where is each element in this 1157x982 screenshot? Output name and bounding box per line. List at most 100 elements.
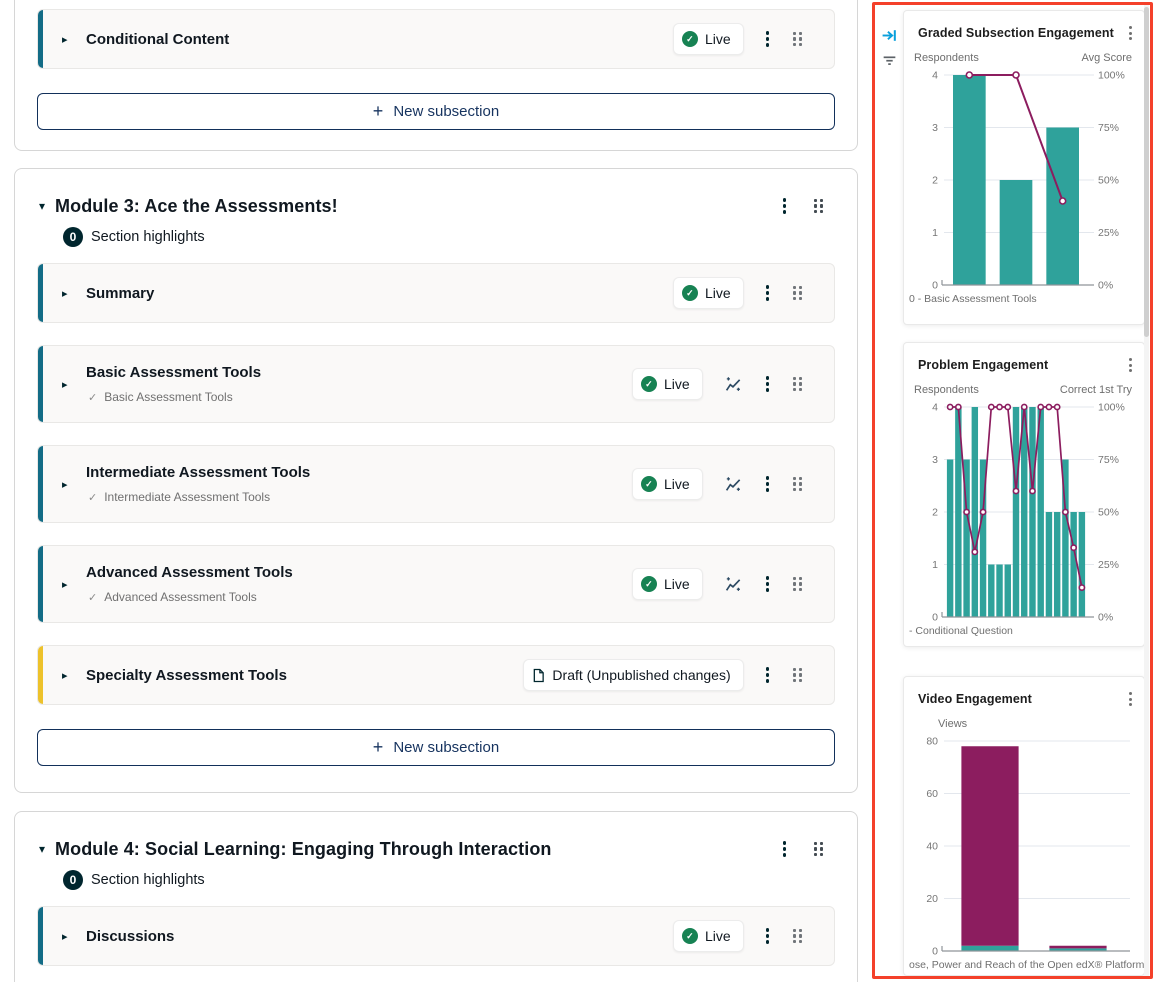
analytics-sidebar: Graded Subsection Engagement Respondents A… <box>872 2 1153 979</box>
left-tick-label: 4 <box>932 70 938 82</box>
drag-dots-icon <box>793 376 802 392</box>
right-tick-label: 50% <box>1098 175 1119 187</box>
status-accent-bar <box>38 446 43 522</box>
expand-caret-icon[interactable]: ▸ <box>62 33 78 46</box>
subsection-main: Discussions <box>86 928 174 945</box>
line-marker <box>1053 403 1061 411</box>
drag-handle[interactable] <box>791 375 804 394</box>
bar <box>971 407 979 617</box>
drag-handle[interactable] <box>791 475 804 494</box>
chart-x-label: ose, Power and Reach of the Open edX® Pl… <box>909 959 1144 971</box>
section-header: ▾ Module 4: Social Learning: Engaging Thr… <box>37 836 835 862</box>
kebab-icon <box>765 476 770 492</box>
bar <box>963 459 970 617</box>
filter-icon <box>883 56 896 65</box>
auto-graph-icon <box>725 576 740 591</box>
line-marker <box>987 403 995 411</box>
kebab-icon <box>765 376 770 392</box>
bar <box>1053 512 1061 617</box>
live-check-icon: ✓ <box>640 576 657 592</box>
section-actions <box>781 839 835 858</box>
drag-dots-icon <box>793 476 802 492</box>
new-subsection-button[interactable]: + New subsection <box>37 729 835 766</box>
drag-handle[interactable] <box>791 666 804 685</box>
bar <box>1046 127 1079 285</box>
course-outline-list: ▸ Conditional Content ✓ Live + New subsection… <box>14 0 858 982</box>
subsection-main: Specialty Assessment Tools <box>86 667 287 684</box>
left-tick-label: 3 <box>932 454 938 466</box>
kebab-menu-button[interactable] <box>764 474 771 493</box>
drag-handle[interactable] <box>812 840 825 859</box>
drag-handle[interactable] <box>791 927 804 946</box>
status-badge: ✓ Live <box>631 368 703 400</box>
left-axis-label: Views <box>938 718 968 730</box>
status-badge: ✓ Live <box>672 23 744 55</box>
subsection-analytics-button[interactable] <box>723 574 744 595</box>
chart-kebab-button[interactable] <box>1127 24 1134 42</box>
left-tick-label: 0 <box>932 280 938 292</box>
kebab-icon <box>782 198 787 214</box>
subsection-row: ▸ Intermediate Assessment Tools ✓ Intermedi… <box>37 445 835 523</box>
expand-caret-icon[interactable]: ▸ <box>62 478 78 491</box>
subsection-row: ▸ Specialty Assessment Tools Draft (Unpubl… <box>37 645 835 705</box>
panel-collapse-button[interactable] <box>881 27 898 47</box>
chart-kebab-button[interactable] <box>1127 690 1134 708</box>
kebab-menu-button[interactable] <box>764 926 771 945</box>
left-tick-label: 60 <box>926 788 938 800</box>
drag-handle[interactable] <box>791 575 804 594</box>
drag-handle[interactable] <box>791 284 804 303</box>
kebab-menu-button[interactable] <box>764 574 771 593</box>
chart-plot: 0 1 2 3 4 0% 25% 50% 75% 100% <box>932 402 1125 624</box>
line-marker <box>979 508 987 516</box>
left-tick-label: 1 <box>932 559 938 571</box>
section-header: ▾ Module 3: Ace the Assessments! <box>37 193 835 219</box>
chart-plot: 0 20 40 60 80 <box>926 736 1130 958</box>
kebab-menu-button[interactable] <box>764 374 771 393</box>
section-highlights[interactable]: 0 Section highlights <box>63 227 835 247</box>
drag-dots-icon <box>814 198 823 214</box>
axis-labels: Respondents Correct 1st Try <box>914 384 1132 397</box>
left-tick-label: 20 <box>926 893 938 905</box>
subsection-highlight: ✓ Advanced Assessment Tools <box>86 590 293 604</box>
drag-handle[interactable] <box>812 197 825 216</box>
line-marker <box>1070 544 1078 552</box>
section-title: Module 3: Ace the Assessments! <box>55 195 338 216</box>
status-badge-label: Live <box>663 376 690 392</box>
expand-caret-icon[interactable]: ▸ <box>62 287 78 300</box>
bar <box>961 746 1019 946</box>
section-highlights[interactable]: 0 Section highlights <box>63 870 835 890</box>
line-marker <box>1004 403 1012 411</box>
bar <box>1004 564 1011 617</box>
chart-line <box>946 403 1086 591</box>
expand-caret-icon[interactable]: ▸ <box>62 378 78 391</box>
subsection-analytics-button[interactable] <box>723 474 744 495</box>
section-kebab-button[interactable] <box>781 196 788 215</box>
status-badge-label: Live <box>663 476 690 492</box>
kebab-menu-button[interactable] <box>764 29 771 48</box>
highlights-label: Section highlights <box>91 872 205 888</box>
panel-scrollbar[interactable] <box>1144 5 1149 976</box>
left-axis-label: Respondents <box>914 52 979 64</box>
bar <box>1037 407 1044 617</box>
new-subsection-button[interactable]: + New subsection <box>37 93 835 130</box>
kebab-menu-button[interactable] <box>764 665 771 684</box>
panel-filter-button[interactable] <box>881 52 898 72</box>
subsection-list: ▸ Summary ✓ Live ▸ Basic Assessment Tools ✓ Bas… <box>37 263 835 705</box>
bar <box>1049 945 1107 949</box>
section-kebab-button[interactable] <box>781 839 788 858</box>
section-caret-icon[interactable]: ▾ <box>39 199 55 213</box>
subsection-actions: ✓ Live <box>672 920 804 952</box>
expand-caret-icon[interactable]: ▸ <box>62 578 78 591</box>
subsection-list: ▸ Conditional Content ✓ Live <box>37 9 835 69</box>
subsection-analytics-button[interactable] <box>723 374 744 395</box>
expand-caret-icon[interactable]: ▸ <box>62 669 78 682</box>
chart-kebab-button[interactable] <box>1127 356 1134 374</box>
section-caret-icon[interactable]: ▾ <box>39 842 55 856</box>
drag-handle[interactable] <box>791 30 804 49</box>
subsection-actions: ✓ Live <box>672 277 804 309</box>
expand-caret-icon[interactable]: ▸ <box>62 930 78 943</box>
kebab-menu-button[interactable] <box>764 283 771 302</box>
right-tick-label: 50% <box>1098 507 1119 519</box>
scrollbar-thumb[interactable] <box>1144 7 1149 337</box>
kebab-icon <box>1129 26 1132 40</box>
